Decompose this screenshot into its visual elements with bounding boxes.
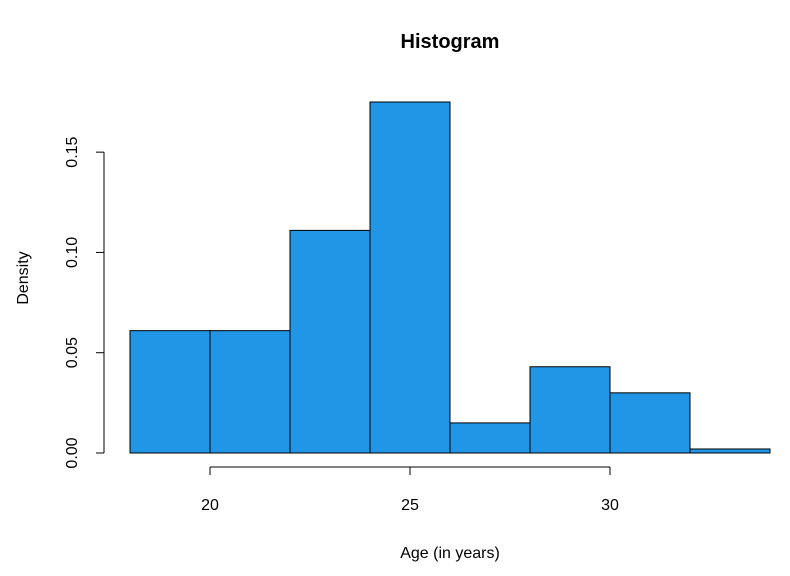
y-tick-label: 0.15 xyxy=(64,136,81,167)
histogram-bar xyxy=(689,448,771,454)
histogram-bar xyxy=(289,229,371,454)
y-tick-label: 0.05 xyxy=(64,337,81,368)
y-tick-label: 0.10 xyxy=(64,237,81,268)
y-axis: 0.00 0.05 0.10 0.15 xyxy=(64,136,105,469)
chart-title: Histogram xyxy=(401,31,500,53)
histogram-bar xyxy=(129,330,211,454)
x-tick-label: 25 xyxy=(401,497,419,514)
histogram-bar xyxy=(369,101,451,454)
histogram-bar xyxy=(449,422,531,454)
x-axis: 20 25 30 xyxy=(201,466,619,514)
bars-group xyxy=(129,101,771,454)
y-axis-label: Density xyxy=(15,251,32,304)
x-tick-label: 20 xyxy=(201,497,219,514)
x-tick-label: 30 xyxy=(601,497,619,514)
histogram-bar xyxy=(529,366,611,454)
histogram-bar xyxy=(209,330,291,454)
y-tick-label: 0.00 xyxy=(64,437,81,468)
histogram-bar xyxy=(609,392,691,454)
x-axis-label: Age (in years) xyxy=(400,545,500,562)
